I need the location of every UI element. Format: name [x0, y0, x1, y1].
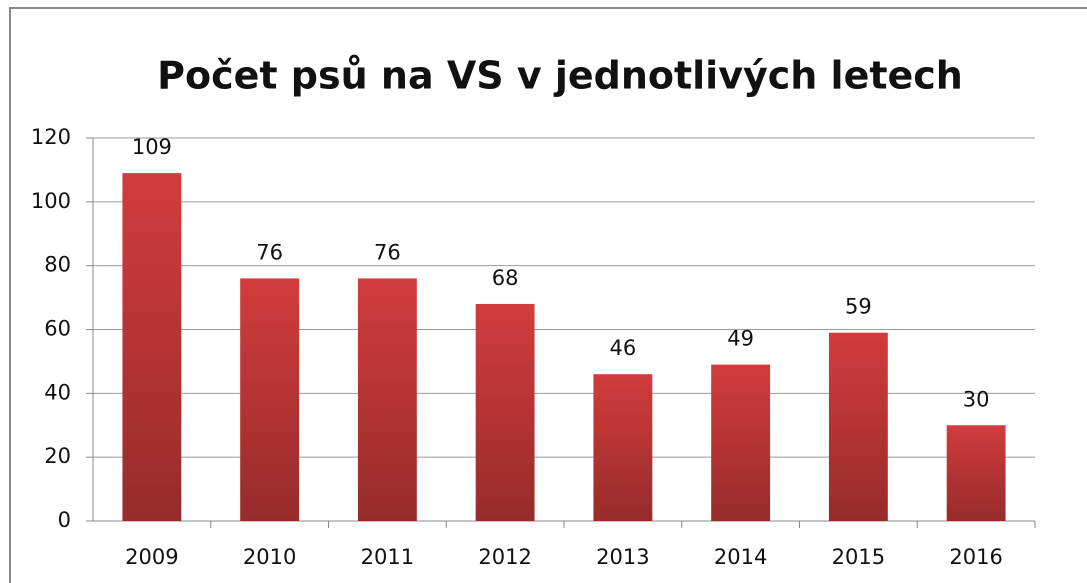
x-tick-label: 2009 [125, 545, 178, 569]
data-label: 59 [845, 295, 872, 319]
x-tick-label: 2016 [949, 545, 1002, 569]
y-tick-label: 80 [44, 253, 71, 277]
x-tick-label: 2011 [361, 545, 414, 569]
chart-title: Počet psů na VS v jednotlivých letech [157, 54, 963, 98]
y-tick-label: 40 [44, 380, 71, 404]
data-label: 30 [963, 387, 990, 411]
y-tick-label: 120 [31, 125, 71, 149]
x-tick-label: 2010 [243, 545, 296, 569]
bar [357, 278, 417, 521]
bar [593, 374, 653, 521]
y-tick-label: 20 [44, 444, 71, 468]
bar [240, 278, 300, 521]
data-label: 46 [610, 336, 637, 360]
bar [711, 364, 771, 521]
data-label: 76 [374, 240, 401, 264]
bar [122, 173, 182, 521]
y-tick-label: 60 [44, 317, 71, 341]
chart-frame [9, 7, 1087, 583]
bar [828, 332, 888, 521]
bar [475, 303, 535, 521]
data-label: 49 [727, 327, 754, 351]
data-label: 109 [132, 135, 172, 159]
x-tick-label: 2013 [596, 545, 649, 569]
x-tick-label: 2015 [832, 545, 885, 569]
y-tick-label: 100 [31, 189, 71, 213]
data-label: 76 [256, 240, 283, 264]
x-tick-label: 2012 [478, 545, 531, 569]
y-tick-label: 0 [58, 508, 71, 532]
data-label: 68 [492, 266, 519, 290]
bar [946, 425, 1006, 521]
x-tick-label: 2014 [714, 545, 767, 569]
